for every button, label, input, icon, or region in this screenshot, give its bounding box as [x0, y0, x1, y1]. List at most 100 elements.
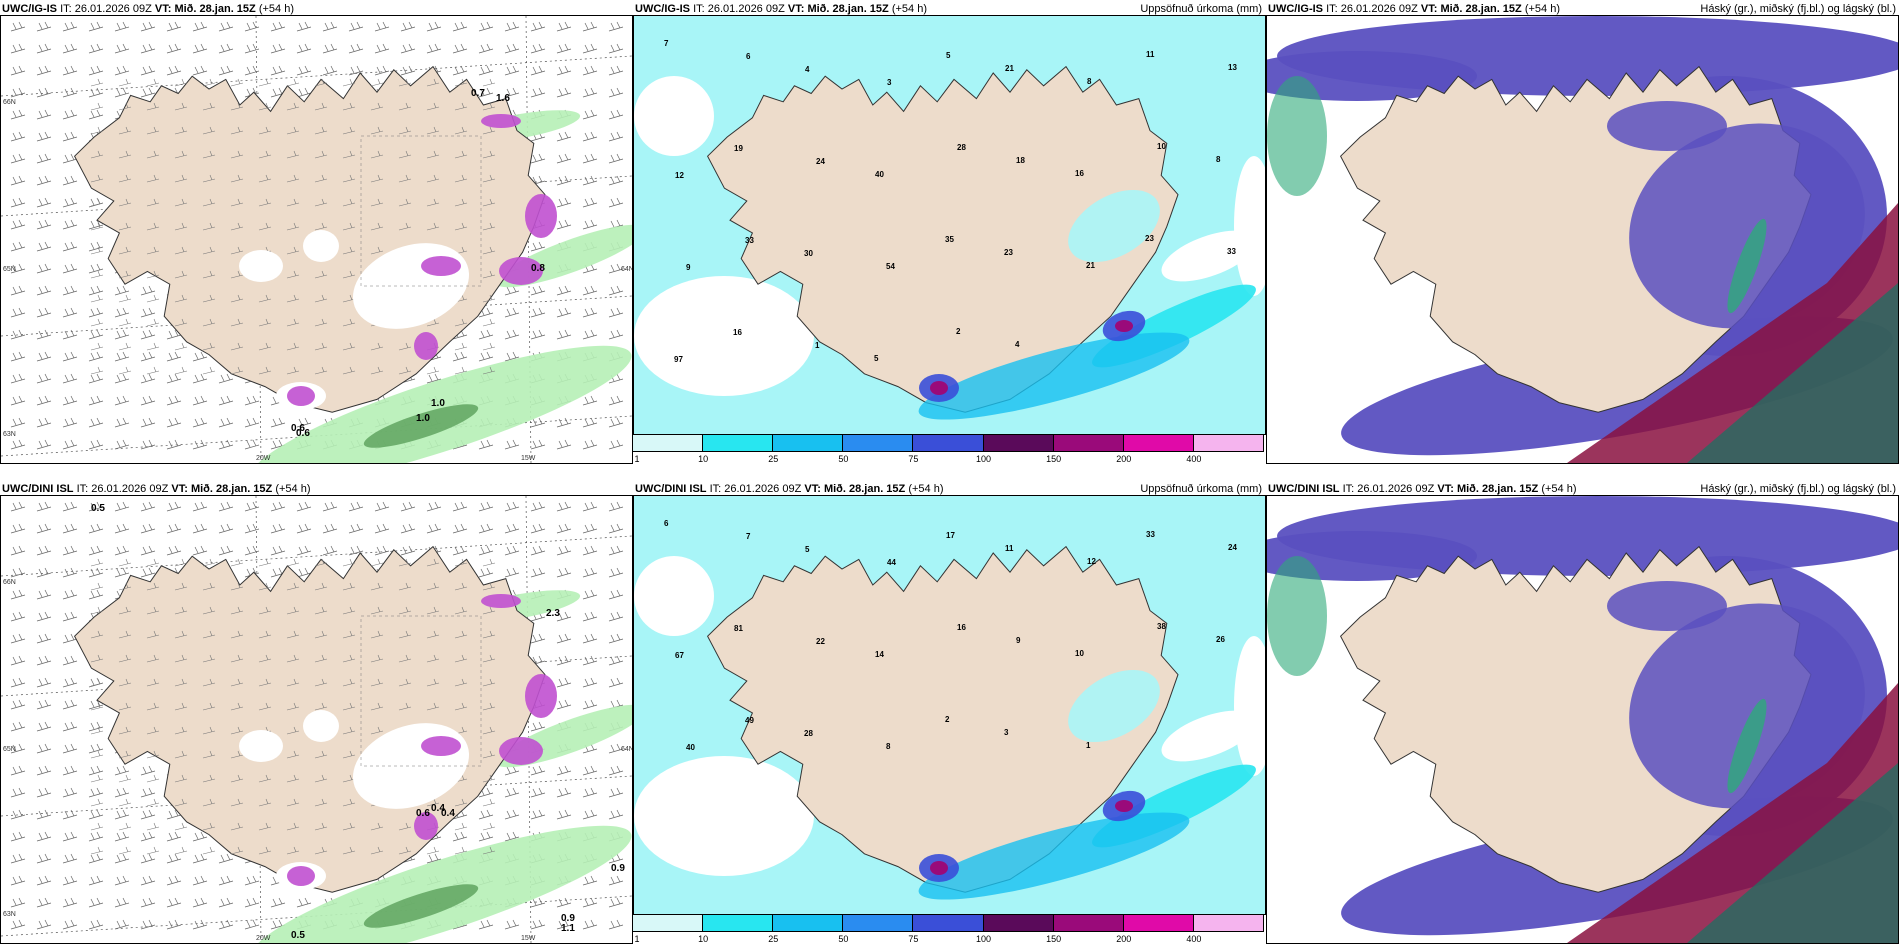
- wind-barb: [398, 174, 412, 183]
- wind-barb: [174, 798, 188, 807]
- colorbar-label: 200: [1116, 934, 1132, 944]
- wind-barb: [10, 897, 26, 908]
- wind-barb: [582, 153, 598, 164]
- wind-barb: [244, 875, 260, 886]
- wind-barb: [146, 294, 160, 303]
- wind-barb: [556, 699, 572, 710]
- wind-barb: [582, 589, 598, 600]
- wind-barb: [582, 417, 598, 428]
- wind-barb: [114, 351, 130, 362]
- wind-barb: [62, 853, 78, 864]
- wind-barb: [36, 589, 52, 600]
- wind-barb: [556, 545, 572, 556]
- wind-barb: [530, 285, 546, 296]
- wind-barb: [454, 126, 468, 135]
- wind-barb: [88, 65, 104, 76]
- wind-barb: [36, 677, 52, 688]
- colorbar-label: 150: [1046, 454, 1062, 464]
- wind-barb: [174, 102, 188, 111]
- map-cloud[interactable]: [1266, 495, 1899, 944]
- wind-barb: [10, 351, 26, 362]
- wind-barb: [582, 109, 598, 120]
- precip-value-label: 10: [1075, 649, 1084, 658]
- map-cloud[interactable]: [1266, 15, 1899, 464]
- wind-value-label: 1.6: [496, 93, 510, 104]
- wind-barb: [530, 417, 546, 428]
- map-wind[interactable]: 0.7 1.6 0.8 0.6 1.01.0 0.6 66N 65N 64N 63N 20W 15W: [0, 15, 633, 464]
- map-precip[interactable]: 7 6 4 3 5 21 8 11 13 12 19 24 40 28 18 16 10 8 9 33 30 54 35 23…: [633, 15, 1266, 435]
- wind-barb: [270, 21, 286, 32]
- wind-barb: [90, 366, 104, 375]
- wind-barb: [400, 21, 416, 32]
- wind-barb: [118, 270, 132, 279]
- it-label: IT:: [1326, 3, 1338, 15]
- colorbar-label: 75: [908, 454, 919, 464]
- wind-barb: [36, 809, 52, 820]
- precip-peak: [930, 861, 948, 875]
- wind-barb: [582, 919, 598, 930]
- wind-barb: [146, 750, 160, 759]
- wind-barb: [166, 875, 182, 886]
- wind-barb: [10, 589, 26, 600]
- wind-barb: [608, 523, 624, 534]
- wind-barb: [286, 246, 300, 255]
- wind-barb: [296, 21, 312, 32]
- wind-barb: [608, 153, 624, 164]
- wind-barb: [314, 606, 328, 615]
- wind-barb: [140, 395, 156, 406]
- low-cloud-area: [1607, 581, 1727, 631]
- model-name: UWC/DINI ISL: [635, 483, 707, 495]
- wind-barb: [140, 43, 156, 54]
- wind-barb: [582, 809, 598, 820]
- map-wind[interactable]: 0.50.92.30.40.60.40.91.10.566N65N64N63N2…: [0, 495, 633, 944]
- wind-barb: [370, 342, 384, 351]
- wind-barb: [90, 654, 104, 663]
- precip-colorbar: 1 10 25 50 75 100 150 200 400: [633, 434, 1264, 468]
- no-precip-area: [1161, 230, 1257, 282]
- wind-barb: [10, 373, 26, 384]
- wind-barb: [556, 501, 572, 512]
- wind-barb: [398, 654, 412, 663]
- wind-barb: [426, 654, 440, 663]
- wind-barb: [90, 750, 104, 759]
- wind-barb: [90, 726, 104, 735]
- wind-barb: [482, 558, 496, 567]
- wind-barb: [258, 654, 272, 663]
- wind-barb: [556, 21, 572, 32]
- wind-barb: [88, 43, 104, 54]
- wind-value-label: 1.0: [416, 413, 430, 424]
- wind-barb: [10, 743, 26, 754]
- wind-barb: [192, 853, 208, 864]
- wind-barb: [426, 558, 440, 567]
- wind-barb: [202, 366, 216, 375]
- wind-barb: [454, 846, 468, 855]
- precip-value-label: 2: [945, 715, 950, 724]
- wind-barb: [454, 558, 468, 567]
- map-precip[interactable]: 6 7 5 44 17 11 12 33 24 67 81 22 14 16 9 10 38 26 40 49 28 8 2…: [633, 495, 1266, 915]
- wind-barb: [556, 417, 572, 428]
- wind-barb: [608, 501, 624, 512]
- wind-barb: [62, 175, 78, 186]
- wind-barb: [286, 630, 300, 639]
- wind-barb: [202, 582, 216, 591]
- colorbar-segment: [1053, 914, 1124, 932]
- wind-barb: [582, 875, 598, 886]
- wind-barb: [10, 43, 26, 54]
- wind-barb: [258, 150, 272, 159]
- wind-barb: [62, 373, 78, 384]
- wind-barb: [370, 702, 384, 711]
- wind-barb: [556, 43, 572, 54]
- it-label: IT:: [76, 483, 89, 495]
- wind-barb: [88, 721, 104, 732]
- map-canvas: [1267, 496, 1898, 943]
- it-label: IT:: [693, 3, 705, 15]
- wind-barb: [230, 150, 244, 159]
- wind-barb: [398, 102, 412, 111]
- wind-barb: [374, 21, 390, 32]
- wind-barb: [608, 809, 624, 820]
- wind-barb: [202, 342, 216, 351]
- colorbar-label: 1: [634, 934, 640, 944]
- colorbar-label: 400: [1186, 934, 1202, 944]
- wind-barb: [608, 611, 624, 622]
- precip-value-label: 12: [675, 171, 684, 180]
